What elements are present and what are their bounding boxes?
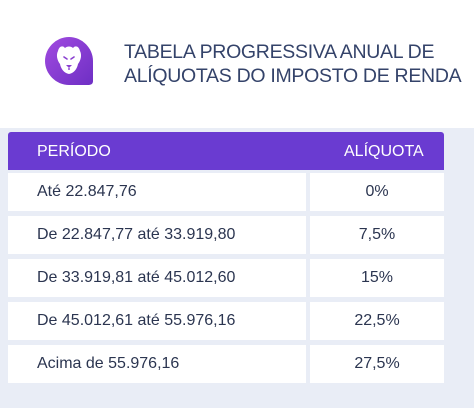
table-row: Até 22.847,76 0% <box>8 173 444 211</box>
cell-rate: 22,5% <box>310 302 444 340</box>
column-header-period: PERÍODO <box>37 143 111 160</box>
page-title: TABELA PROGRESSIVA ANUAL DE ALÍQUOTAS DO… <box>124 40 462 88</box>
table-row: Acima de 55.976,16 27,5% <box>8 345 444 383</box>
table-header: PERÍODO ALÍQUOTA <box>8 132 444 170</box>
cell-rate: 15% <box>310 259 444 297</box>
cell-period: Acima de 55.976,16 <box>8 345 306 383</box>
cell-rate: 27,5% <box>310 345 444 383</box>
table-row: De 45.012,61 até 55.976,16 22,5% <box>8 302 444 340</box>
table-row: De 33.919,81 até 45.012,60 15% <box>8 259 444 297</box>
header: TABELA PROGRESSIVA ANUAL DE ALÍQUOTAS DO… <box>0 0 474 125</box>
lion-icon <box>43 35 95 87</box>
title-line-2: ALÍQUOTAS DO IMPOSTO DE RENDA <box>124 65 462 87</box>
cell-rate: 7,5% <box>310 216 444 254</box>
cell-period: Até 22.847,76 <box>8 173 306 211</box>
cell-rate: 0% <box>310 173 444 211</box>
cell-period: De 22.847,77 até 33.919,80 <box>8 216 306 254</box>
tax-table: PERÍODO ALÍQUOTA Até 22.847,76 0% De 22.… <box>0 128 474 408</box>
cell-period: De 33.919,81 até 45.012,60 <box>8 259 306 297</box>
table-row: De 22.847,77 até 33.919,80 7,5% <box>8 216 444 254</box>
column-header-rate: ALÍQUOTA <box>344 143 424 160</box>
title-line-1: TABELA PROGRESSIVA ANUAL DE <box>124 41 435 63</box>
cell-period: De 45.012,61 até 55.976,16 <box>8 302 306 340</box>
